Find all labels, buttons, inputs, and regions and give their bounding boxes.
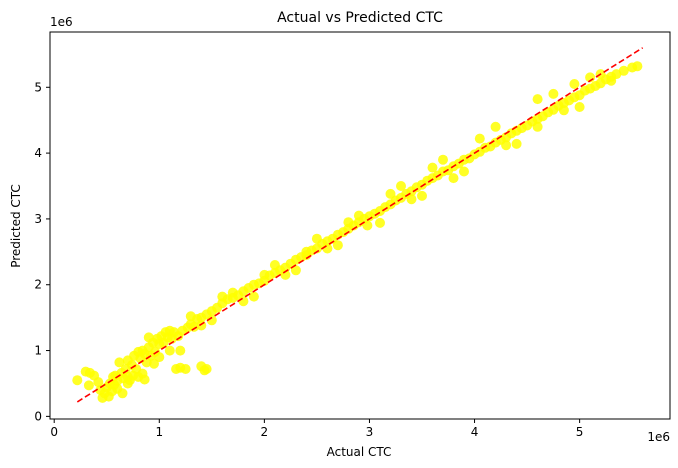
data-point [217,291,228,302]
y-tick-label: 1 [34,344,42,358]
data-point [201,364,212,374]
data-point [269,260,280,270]
data-point [114,357,125,368]
data-point [606,75,617,86]
data-point [311,233,322,244]
reference-lines [76,47,644,403]
data-point [128,370,138,381]
data-point [185,311,196,322]
data-point [227,287,238,298]
data-point [632,61,643,72]
y-tick-label: 0 [34,409,42,423]
data-point [143,332,154,343]
x-axis-ticks: 0 1 2 3 4 5 [50,419,583,439]
data-point [248,291,259,302]
x-axis-offset-label: 1e6 [647,430,670,444]
data-point [511,138,522,149]
data-point [501,140,512,151]
x-tick-label: 5 [576,425,584,439]
data-point [574,102,585,112]
data-point [164,345,175,356]
data-point [438,154,448,165]
data-point [322,243,333,254]
data-point [108,371,119,382]
data-point [375,217,385,228]
data-point [83,380,94,391]
x-tick-label: 3 [366,425,374,439]
data-point [117,388,128,399]
reference-line [76,47,644,403]
y-tick-label: 5 [34,80,42,94]
data-point [385,188,396,199]
data-point [93,377,104,388]
data-point [569,79,580,89]
data-point [558,105,569,116]
data-point [139,374,150,385]
data-point [175,345,186,356]
data-point [301,246,312,257]
data-point [122,378,133,389]
data-point [72,375,83,386]
data-point [332,240,343,251]
data-point [417,190,427,201]
data-point [448,173,459,184]
data-point [532,94,543,105]
data-point [406,194,417,205]
y-axis-offset-label: 1e6 [50,15,73,29]
data-point [362,220,373,231]
data-point [259,269,270,280]
x-tick-label: 2 [261,425,269,439]
data-point [290,265,301,276]
data-point [149,358,159,369]
data-point [548,88,559,99]
y-tick-label: 2 [34,278,42,292]
y-axis-label: Predicted CTC [9,184,23,268]
y-axis-ticks: 0 1 2 3 4 5 [34,80,50,423]
plot-frame [49,31,671,420]
data-point [196,320,207,331]
x-axis-label: Actual CTC [327,445,392,459]
data-point [474,133,485,144]
data-point [280,269,291,280]
chart-title: Actual vs Predicted CTC [277,10,443,26]
data-point [396,181,406,191]
data-point [353,210,364,221]
x-tick-label: 4 [471,425,479,439]
data-point [459,166,469,177]
data-point [133,346,144,357]
x-tick-label: 1 [155,425,163,439]
x-tick-label: 0 [50,425,58,439]
data-point [490,121,501,132]
data-point [343,217,354,228]
data-point [238,296,249,307]
data-point [206,315,217,326]
data-point [427,162,438,173]
y-tick-label: 4 [34,146,42,160]
data-point [618,65,629,76]
data-point [532,121,543,132]
y-tick-label: 3 [34,212,42,226]
data-point [180,364,191,374]
